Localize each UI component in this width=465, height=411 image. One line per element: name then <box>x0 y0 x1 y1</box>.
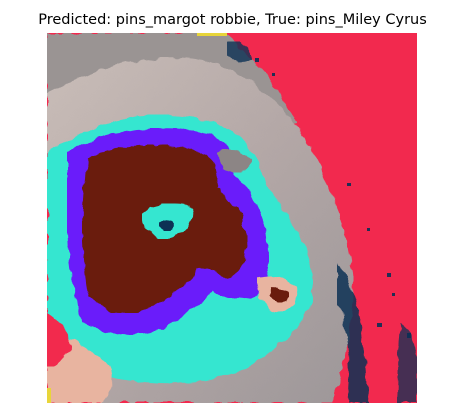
edge-speckle-region <box>337 263 369 403</box>
eye-pupil-region <box>159 219 175 231</box>
lips-dark-region <box>269 287 289 303</box>
face-image-canvas <box>47 33 417 403</box>
right-eye-region <box>217 149 252 173</box>
figure-title: Predicted: pins_margot robbie, True: pin… <box>38 12 427 28</box>
edge-speckle-region-3 <box>397 323 417 403</box>
edge-highlight <box>197 33 227 36</box>
face-image <box>47 33 417 403</box>
edge-speckle-region-2 <box>227 41 252 64</box>
red-background-speckles <box>255 58 411 338</box>
lower-left-red-region <box>47 313 72 367</box>
edge-highlight-2 <box>47 388 51 403</box>
